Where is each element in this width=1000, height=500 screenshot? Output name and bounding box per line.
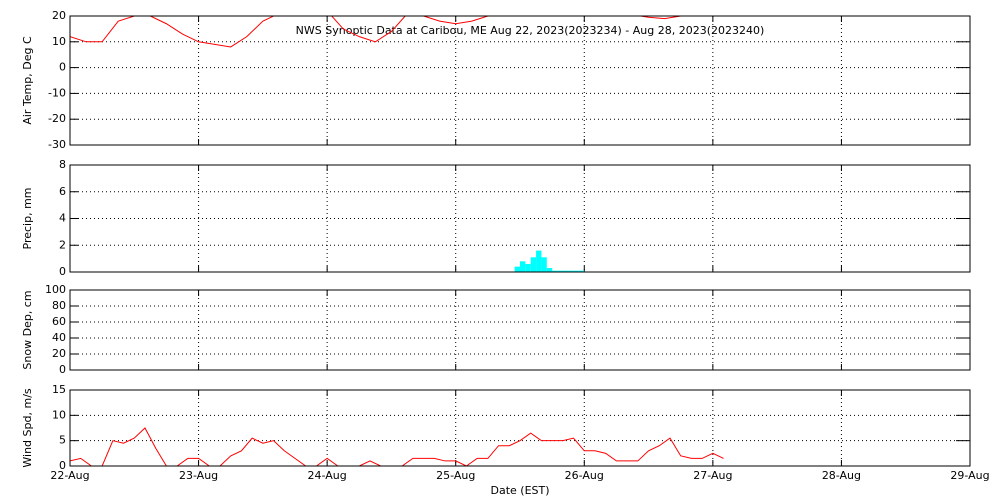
- plot: [70, 427, 724, 466]
- chart-title: NWS Synoptic Data at Caribou, ME Aug 22,…: [296, 24, 765, 37]
- y-tick-label: 40: [52, 331, 66, 344]
- x-tick-label: 22-Aug: [50, 469, 89, 482]
- bar: [557, 270, 563, 272]
- bar: [520, 261, 526, 272]
- plot: [70, 16, 683, 48]
- plot-frame: [69, 389, 971, 467]
- y-tick-label: 0: [59, 363, 66, 376]
- bar: [546, 267, 553, 272]
- bar: [525, 263, 531, 272]
- y-tick-label: -30: [48, 138, 66, 151]
- bar: [552, 270, 558, 272]
- y-tick-label: 80: [52, 299, 66, 312]
- y-tick-label: 20: [52, 347, 66, 360]
- y-tick-label: -20: [48, 112, 66, 125]
- plot-frame: [69, 164, 971, 273]
- x-axis-title: Date (EST): [490, 484, 549, 497]
- bar: [573, 270, 579, 272]
- y-tick-label: 60: [52, 315, 66, 328]
- y-tick-label: 0: [59, 265, 66, 278]
- x-tick-label: 29-Aug: [950, 469, 989, 482]
- y-axis-title: Snow Dep, cm: [21, 290, 34, 369]
- plot-frame: [69, 15, 971, 146]
- bar: [514, 266, 520, 272]
- x-tick-label: 23-Aug: [179, 469, 218, 482]
- bar: [568, 270, 574, 272]
- y-tick-label: 20: [52, 9, 66, 22]
- data-line: [70, 427, 724, 466]
- y-tick-label: 6: [59, 185, 66, 198]
- y-tick-label: 0: [59, 61, 66, 74]
- y-tick-label: 4: [59, 212, 66, 225]
- bar: [536, 250, 542, 272]
- y-tick-label: 10: [52, 35, 66, 48]
- y-axis-title: Air Temp, Deg C: [21, 36, 34, 125]
- x-tick-label: 27-Aug: [693, 469, 732, 482]
- x-tick-label: 25-Aug: [436, 469, 475, 482]
- x-tick-label: 28-Aug: [822, 469, 861, 482]
- y-tick-label: 10: [52, 408, 66, 421]
- y-tick-label: 100: [45, 283, 66, 296]
- y-tick-label: -10: [48, 86, 66, 99]
- y-axis-title: Precip, mm: [21, 188, 34, 250]
- y-tick-label: 15: [52, 383, 66, 396]
- y-tick-label: 8: [59, 158, 66, 171]
- bar: [578, 270, 585, 272]
- bar: [530, 257, 537, 272]
- y-tick-label: 2: [59, 238, 66, 251]
- y-tick-label: 5: [59, 434, 66, 447]
- data-line: [70, 16, 683, 48]
- x-tick-label: 26-Aug: [565, 469, 604, 482]
- y-tick-label: 0: [59, 459, 66, 472]
- y-axis-title: Wind Spd, m/s: [21, 388, 34, 468]
- plot: [514, 250, 585, 272]
- bar: [562, 270, 569, 272]
- plot-frame: [69, 289, 971, 371]
- x-tick-label: 24-Aug: [308, 469, 347, 482]
- bar: [541, 257, 547, 272]
